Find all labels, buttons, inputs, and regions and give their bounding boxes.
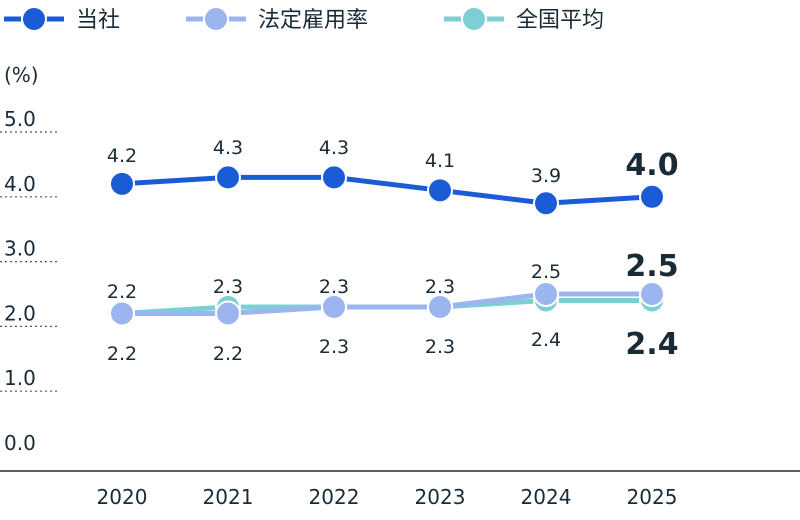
legend-marker: [461, 6, 487, 32]
data-label: 4.1: [425, 150, 455, 172]
series-lines: [121, 174, 653, 316]
data-label: 4.0: [625, 148, 678, 183]
data-point: [639, 183, 665, 210]
x-tick-label: 2021: [203, 485, 254, 509]
data-point: [321, 164, 347, 191]
legend-item-1: 当社: [4, 6, 120, 33]
data-label: 2.2: [107, 343, 137, 365]
legend-item-3: 全国平均: [444, 6, 604, 33]
legend: 当社 法定雇用率 全国平均: [4, 6, 604, 33]
legend-label: 全国平均: [516, 8, 604, 33]
legend-label: 当社: [76, 8, 120, 33]
data-point: [109, 170, 135, 197]
data-point: [215, 300, 241, 327]
data-label: 2.4: [531, 329, 561, 351]
data-point: [215, 164, 241, 191]
data-label: 2.5: [625, 249, 678, 284]
data-point: [533, 190, 559, 217]
y-tick-label: 5.0: [4, 107, 36, 131]
x-axis-ticks: 2020 2021 2022 2023 2024 2025: [97, 485, 678, 509]
data-point: [321, 293, 347, 320]
data-label: 3.9: [531, 165, 561, 187]
data-label: 2.3: [319, 276, 349, 298]
data-point: [109, 300, 135, 327]
legend-marker: [203, 6, 229, 32]
data-label: 4.2: [107, 145, 137, 167]
data-label: 4.3: [319, 137, 349, 159]
data-label: 2.3: [319, 336, 349, 358]
y-tick-label: 2.0: [4, 301, 36, 325]
legend-item-2: 法定雇用率: [186, 6, 368, 33]
y-tick-label: 1.0: [4, 366, 36, 390]
series-points: [109, 164, 665, 327]
data-label: 2.3: [425, 276, 455, 298]
x-tick-label: 2025: [627, 485, 678, 509]
x-tick-label: 2020: [97, 485, 148, 509]
data-point: [427, 177, 453, 204]
data-labels: 4.2 4.3 4.3 4.1 3.9 4.0 2.2 2.3 2.3 2.3 2.5 2.5 2.2 2…: [107, 137, 679, 365]
data-point: [533, 281, 559, 307]
x-tick-label: 2024: [521, 485, 572, 509]
y-tick-label: 4.0: [4, 172, 36, 196]
data-point: [639, 281, 665, 307]
legend-marker: [21, 6, 47, 32]
data-label: 2.4: [625, 327, 678, 362]
legend-label: 法定雇用率: [258, 8, 368, 33]
data-label: 2.2: [107, 281, 137, 303]
x-tick-label: 2023: [415, 485, 466, 509]
y-axis-ticks: 0.0 1.0 2.0 3.0 4.0 5.0: [4, 107, 36, 455]
y-axis-unit-label: (%): [4, 63, 39, 87]
data-point: [427, 293, 453, 320]
data-label: 2.2: [213, 343, 243, 365]
data-label: 2.3: [213, 276, 243, 298]
data-label: 2.3: [425, 336, 455, 358]
y-tick-label: 0.0: [4, 431, 36, 455]
data-label: 4.3: [213, 137, 243, 159]
y-tick-label: 3.0: [4, 237, 36, 261]
data-label: 2.5: [531, 261, 561, 283]
series-line-2: [122, 291, 652, 316]
x-tick-label: 2022: [309, 485, 360, 509]
series-line-1: [121, 174, 653, 206]
